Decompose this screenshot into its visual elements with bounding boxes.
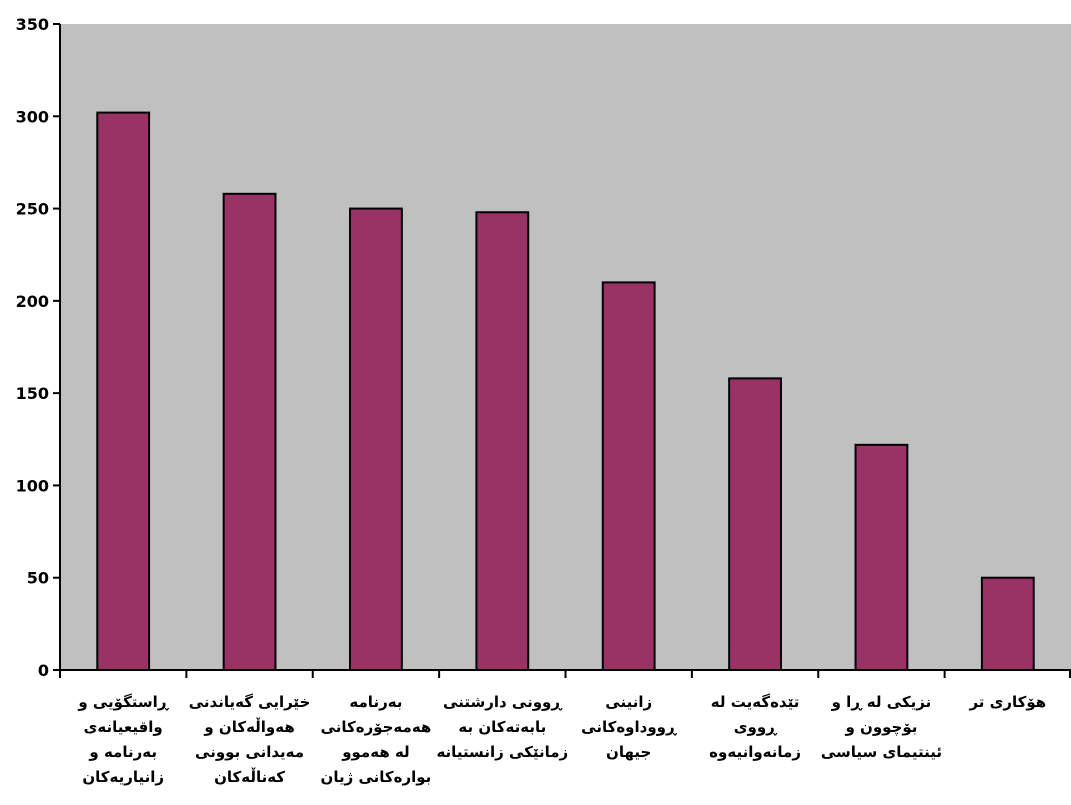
- bar: [349, 207, 403, 671]
- y-axis: 0 50 100 150 200 250 300 350: [16, 15, 61, 680]
- category-label: ڕوونی دارشتنی بابەتەکان بە زمانێکی زانستیا…: [436, 693, 568, 761]
- bar: [222, 192, 277, 671]
- category-label-line: هەواڵەکان و: [203, 717, 294, 736]
- category-label-line: ئینتیمای سیاسی: [821, 743, 942, 761]
- bar: [980, 576, 1035, 672]
- category-label-line: بوارەکانی ژیان: [321, 768, 432, 786]
- category-label-line: ڕووی: [734, 718, 778, 736]
- y-tick-label: 250: [16, 200, 49, 219]
- category-label-line: ڕووداوەکانی: [581, 718, 678, 736]
- category-label-line: ڕاستگۆیی و: [77, 693, 169, 711]
- category-label-line: بەرنامە و: [88, 743, 157, 761]
- category-label-line: بابەتەکان بە: [458, 718, 546, 736]
- category-label-line: کەناڵەکان: [214, 767, 285, 786]
- y-tick-label: 100: [16, 476, 49, 495]
- bar: [854, 443, 909, 671]
- y-tick-label: 300: [16, 107, 49, 126]
- plot-background: [60, 24, 1071, 670]
- category-label-line: بۆچوون و: [844, 718, 917, 737]
- category-label-line: واقیعیانەی: [84, 718, 163, 736]
- category-label: هۆکاری تر: [968, 693, 1046, 711]
- bar: [475, 211, 530, 672]
- category-label: بەرنامە هەمەجۆرەکانی لە هەموو بوارەکانی ژیا…: [321, 693, 432, 786]
- bars: [96, 111, 1035, 672]
- category-label: تێدەگەیت لە ڕووی زمانەوانیەوە: [709, 693, 801, 761]
- bar: [728, 377, 782, 671]
- category-label-line: لە هەموو: [341, 743, 409, 761]
- category-label-line: هەمەجۆرەکانی: [321, 718, 432, 736]
- category-label-line: خێرایی گەیاندنی: [189, 693, 311, 711]
- y-tick-label: 150: [16, 384, 49, 403]
- y-tick-label: 0: [38, 661, 49, 680]
- bar: [96, 111, 151, 671]
- y-tick-label: 50: [27, 569, 49, 588]
- category-label-line: هۆکاری تر: [968, 693, 1046, 711]
- category-label-line: بەرنامە: [349, 693, 402, 711]
- x-axis: [59, 669, 1071, 678]
- category-label-line: زانینی: [605, 693, 652, 711]
- category-label-line: ڕوونی دارشتنی: [443, 693, 563, 711]
- category-label: زانینی ڕووداوەکانی جیهان: [581, 693, 678, 761]
- category-label-line: زمانەوانیەوە: [709, 743, 801, 761]
- category-label-line: جیهان: [606, 743, 651, 761]
- category-label: نزیکی لە ڕا و بۆچوون و ئینتیمای سیاسی: [821, 693, 942, 761]
- category-label: خێرایی گەیاندنی هەواڵەکان و مەیدانی بوونی ک…: [189, 693, 311, 786]
- category-label: ڕاستگۆیی و واقیعیانەی بەرنامە و زانیاریەکان: [77, 693, 169, 786]
- bar: [601, 281, 656, 671]
- category-label-line: مەیدانی بوونی: [195, 743, 304, 761]
- category-label-line: زمانێکی زانستیانە: [436, 743, 568, 761]
- category-labels: ڕاستگۆیی و واقیعیانەی بەرنامە و زانیاریەکان…: [77, 693, 1046, 786]
- category-label-line: زانیاریەکان: [82, 768, 164, 786]
- y-tick-label: 350: [16, 15, 49, 34]
- category-label-line: نزیکی لە ڕا و: [831, 693, 932, 711]
- y-tick-label: 200: [16, 292, 49, 311]
- category-label-line: تێدەگەیت لە: [711, 693, 800, 711]
